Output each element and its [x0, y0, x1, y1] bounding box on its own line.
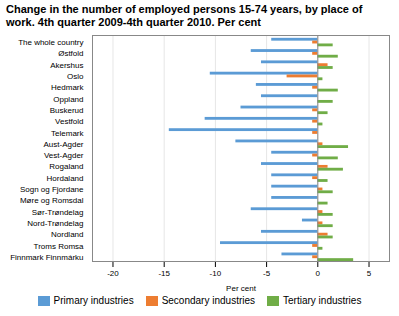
svg-text:Telemark: Telemark — [51, 129, 84, 138]
svg-text:Aust-Agder: Aust-Agder — [43, 140, 83, 149]
svg-text:Akershus: Akershus — [50, 61, 83, 70]
svg-text:Per cent: Per cent — [226, 284, 257, 293]
svg-text:Nord-Trøndelag: Nord-Trøndelag — [27, 219, 83, 228]
svg-text:-10: -10 — [210, 269, 222, 278]
html-text:Primary industries: Primary industries — [53, 295, 134, 306]
svg-text:Rogaland: Rogaland — [49, 162, 83, 171]
svg-text:Hordaland: Hordaland — [47, 174, 84, 183]
html-text:Tertiary industries: Tertiary industries — [283, 295, 362, 306]
svg-text:Sør-Trøndelag: Sør-Trøndelag — [32, 208, 84, 217]
svg-text:5: 5 — [367, 269, 372, 278]
svg-text:Nordland: Nordland — [51, 230, 83, 239]
svg-text:Oppland: Oppland — [53, 95, 83, 104]
svg-text:Hedmark: Hedmark — [51, 83, 84, 92]
svg-text:Møre og Romsdal: Møre og Romsdal — [20, 196, 84, 205]
svg-text:-5: -5 — [263, 269, 271, 278]
svg-text:Vestfold: Vestfold — [55, 117, 83, 126]
svg-text:Sogn og Fjordane: Sogn og Fjordane — [20, 185, 84, 194]
svg-text:-15: -15 — [158, 269, 170, 278]
svg-text:0: 0 — [316, 269, 321, 278]
svg-text:Oslo: Oslo — [67, 72, 84, 81]
svg-text:Troms Romsa: Troms Romsa — [34, 242, 84, 251]
html-text:Change in the number of employ: Change in the number of employed persons… — [6, 3, 363, 28]
html-text:Secondary industries: Secondary industries — [161, 295, 255, 306]
svg-text:Buskerud: Buskerud — [50, 106, 84, 115]
svg-text:Finnmark Finnmárku: Finnmark Finnmárku — [10, 253, 83, 262]
svg-text:Vest-Agder: Vest-Agder — [44, 151, 84, 160]
svg-text:The whole country: The whole country — [18, 38, 83, 47]
svg-text:-20: -20 — [107, 269, 119, 278]
svg-text:Østfold: Østfold — [58, 49, 83, 58]
